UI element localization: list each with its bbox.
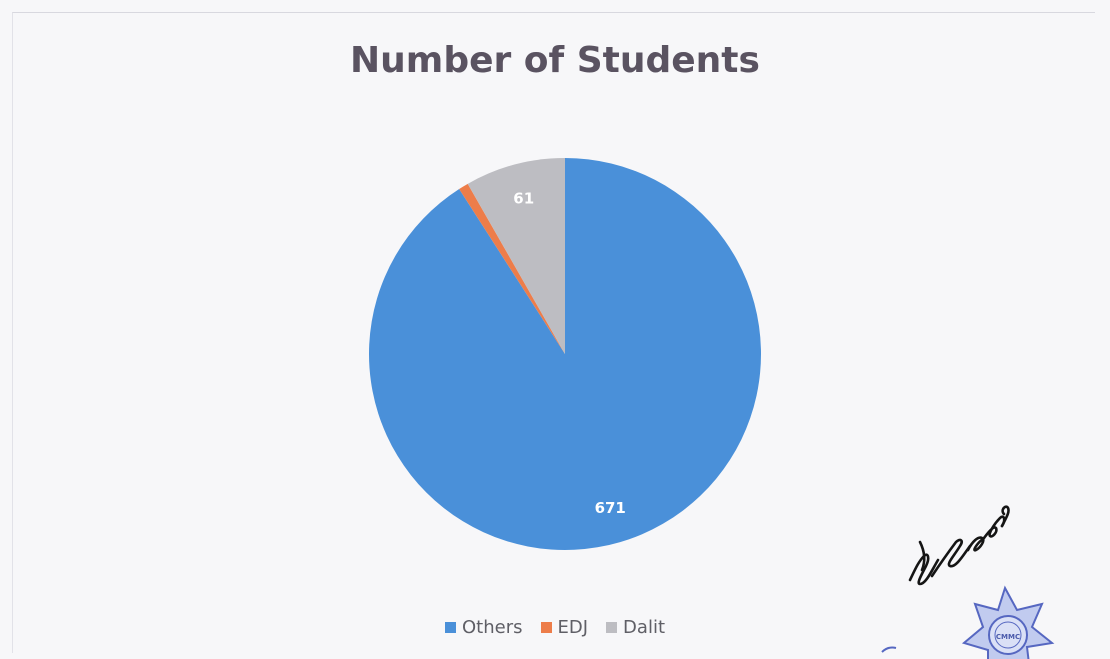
data-label-dalit: 61 (513, 190, 534, 208)
chart-frame (12, 12, 1095, 653)
handwritten-signature (908, 505, 1010, 586)
pie-labels: 671 61 (513, 190, 626, 518)
signature-stamp: CMMC (881, 505, 1055, 659)
legend-item-edj: EDJ (540, 617, 589, 638)
legend-item-others: Others (445, 617, 523, 638)
legend-swatch-dalit (606, 622, 618, 633)
legend-label-edj: EDJ (557, 617, 589, 638)
pie-slices (368, 158, 761, 550)
pie-slice-dalit (467, 158, 565, 354)
legend-item-dalit: Dalit (606, 617, 665, 638)
pie-slice-edj (459, 183, 565, 354)
data-label-others: 671 (595, 499, 626, 517)
seal-star-icon: CMMC (881, 585, 1055, 659)
chart-title: Number of Students (350, 40, 760, 81)
legend-swatch-others (445, 622, 456, 633)
legend-swatch-edj (540, 622, 552, 633)
legend-label-others: Others (462, 617, 523, 638)
legend-label-dalit: Dalit (623, 617, 665, 638)
chart-legend: Others EDJ Dalit (0, 617, 1110, 638)
seal-text: CMMC (996, 633, 1020, 641)
